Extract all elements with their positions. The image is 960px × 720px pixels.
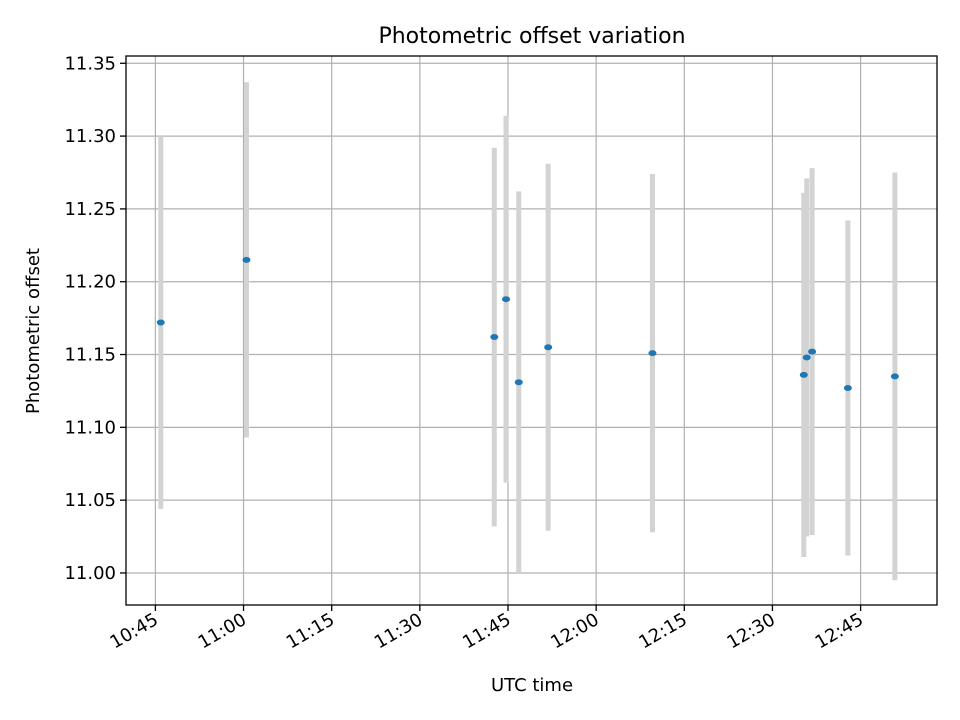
- data-point: [514, 379, 523, 386]
- chart-title: Photometric offset variation: [378, 24, 685, 49]
- y-axis-ticks: 11.00 11.05 11.10 11.15 11.20 11.25 11.30 11.35: [64, 53, 126, 584]
- data-points: [156, 256, 899, 392]
- y-tick-label: 11.10: [64, 417, 116, 438]
- y-tick-label: 11.20: [64, 272, 116, 293]
- data-point: [242, 256, 251, 263]
- x-tick-label: 12:45: [812, 609, 867, 653]
- y-tick-label: 11.30: [64, 126, 116, 147]
- x-tick-label: 11:45: [459, 609, 514, 653]
- data-point: [156, 319, 165, 326]
- y-axis-label: Photometric offset: [23, 248, 44, 414]
- y-tick-label: 11.25: [64, 199, 116, 220]
- y-tick-label: 11.35: [64, 53, 116, 74]
- x-tick-label: 12:00: [547, 609, 602, 653]
- data-point: [490, 334, 499, 341]
- y-tick-label: 11.15: [64, 345, 116, 366]
- data-point: [799, 371, 808, 378]
- error-bars: [158, 82, 898, 581]
- x-axis-label: UTC time: [491, 675, 573, 696]
- x-tick-label: 11:00: [195, 609, 250, 653]
- data-point: [648, 350, 657, 357]
- x-axis-ticks: 10:45 11:00 11:15 11:30 11:45 12:00 12:15 12:30…: [106, 605, 867, 653]
- x-tick-label: 11:30: [371, 609, 426, 653]
- data-point: [802, 354, 811, 361]
- x-tick-label: 12:30: [724, 609, 779, 653]
- y-tick-label: 11.00: [64, 563, 116, 584]
- x-tick-label: 10:45: [106, 609, 161, 653]
- y-tick-label: 11.05: [64, 490, 116, 511]
- x-tick-label: 12:15: [635, 609, 690, 653]
- plot-frame: [125, 55, 938, 606]
- data-point: [808, 348, 817, 355]
- data-point: [890, 373, 899, 380]
- data-point: [843, 385, 852, 392]
- data-point: [544, 344, 553, 351]
- x-tick-label: 11:15: [283, 609, 338, 653]
- data-point: [502, 296, 511, 303]
